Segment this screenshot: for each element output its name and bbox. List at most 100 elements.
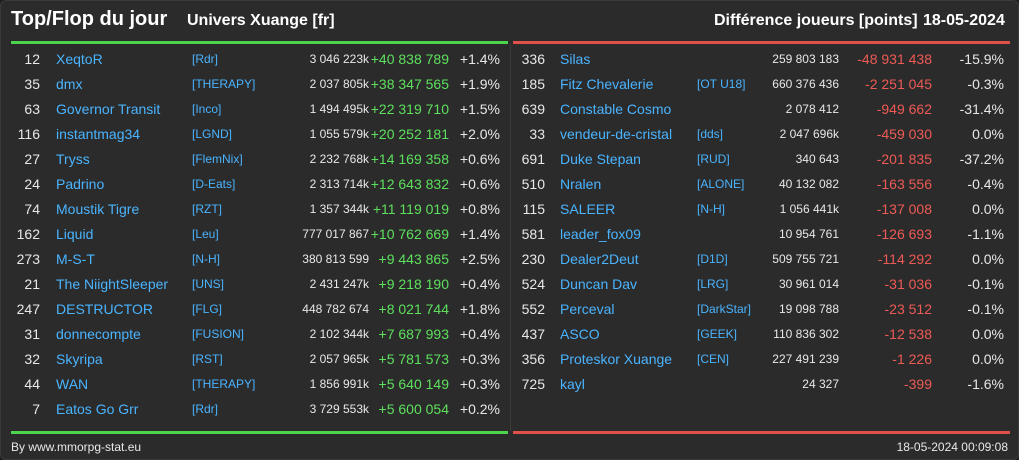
percent-change: -37.2%	[959, 151, 1004, 167]
player-rank: 230	[521, 251, 545, 267]
player-name-link[interactable]: Moustik Tigre	[56, 201, 140, 217]
guild-tag-link[interactable]: [FlemNix]	[192, 152, 243, 166]
guild-tag-link[interactable]: [D1D]	[697, 252, 728, 266]
guild-tag-link[interactable]: [Rdr]	[192, 402, 219, 416]
guild-tag-link[interactable]: [D-Eats]	[192, 177, 236, 191]
player-name-link[interactable]: Fitz Chevalerie	[560, 76, 654, 92]
player-name-link[interactable]: XeqtoR	[56, 51, 103, 67]
percent-change: 0.0%	[972, 326, 1004, 342]
guild-tag-link[interactable]: [ALONE]	[697, 177, 745, 191]
player-name-link[interactable]: Nralen	[560, 176, 602, 192]
player-rank: 691	[521, 151, 545, 167]
points-difference: -1 226	[892, 351, 932, 367]
guild-tag-link[interactable]: [FUSION]	[192, 327, 245, 341]
table-row: 691 Duke Stepan [RUD] 340 643 -201 835 -37.2%	[512, 147, 1019, 172]
player-rank: 437	[521, 326, 545, 342]
player-name-link[interactable]: Governor Transit	[56, 101, 161, 117]
guild-tag-link[interactable]: [GEEK]	[697, 327, 738, 341]
percent-change: -1.1%	[967, 226, 1004, 242]
player-name-link[interactable]: WAN	[56, 376, 89, 392]
points-difference: +7 687 993	[378, 326, 449, 342]
percent-change: +2.5%	[459, 251, 500, 267]
guild-tag-link[interactable]: [dds]	[697, 127, 724, 141]
player-name-link[interactable]: kayl	[560, 376, 585, 392]
player-rank: 162	[16, 226, 40, 242]
player-name-link[interactable]: Eatos Go Grr	[56, 401, 139, 417]
player-rank: 31	[24, 326, 40, 342]
percent-change: -0.4%	[967, 176, 1004, 192]
guild-tag-link[interactable]: [THERAPY]	[192, 77, 256, 91]
percent-change: -0.1%	[967, 301, 1004, 317]
player-rank: 115	[522, 201, 545, 217]
table-row: 116 instantmag34 [LGND] 1 055 579k +20 252 1…	[1, 122, 510, 147]
player-rank: 581	[521, 226, 545, 242]
player-name-link[interactable]: dmx	[56, 76, 83, 92]
guild-tag-link[interactable]: [LRG]	[697, 277, 729, 291]
guild-tag-link[interactable]: [Rdr]	[192, 52, 219, 66]
player-name-link[interactable]: vendeur-de-cristal	[560, 126, 673, 142]
player-name-link[interactable]: Perceval	[560, 301, 615, 317]
player-name-link[interactable]: Duke Stepan	[560, 151, 641, 167]
player-name-link[interactable]: donnecompte	[56, 326, 141, 342]
table-row: 247 DESTRUCTOR [FLG] 448 782 674 +8 021 744 +…	[1, 297, 510, 322]
guild-tag-link[interactable]: [N-H]	[192, 252, 220, 266]
player-name-link[interactable]: Dealer2Deut	[560, 251, 639, 267]
player-name-link[interactable]: Duncan Dav	[560, 276, 638, 292]
table-row: 552 Perceval [DarkStar] 19 098 788 -23 512 -0…	[512, 297, 1019, 322]
player-points: 10 954 761	[778, 227, 839, 241]
player-points: 2 102 344k	[309, 327, 369, 341]
page-title: Top/Flop du jour	[11, 8, 168, 30]
guild-tag-link[interactable]: [OT U18]	[697, 77, 746, 91]
flop-players-panel: 336 Silas 259 803 183 -48 931 438 -15.9% 185 F…	[512, 47, 1019, 427]
player-name-link[interactable]: Silas	[560, 51, 591, 67]
points-difference: -399	[903, 376, 932, 392]
player-name-link[interactable]: M-S-T	[56, 251, 95, 267]
player-points: 777 017 867	[302, 227, 369, 241]
player-rank: 552	[521, 301, 545, 317]
guild-tag-link[interactable]: [CEN]	[697, 352, 730, 366]
player-name-link[interactable]: Skyripa	[56, 351, 103, 367]
guild-tag-link[interactable]: [RUD]	[697, 152, 730, 166]
guild-tag-link[interactable]: [RST]	[192, 352, 223, 366]
footer-credit: By www.mmorpg-stat.eu	[11, 440, 142, 454]
player-name-link[interactable]: Proteskor Xuange	[560, 351, 673, 367]
player-name-link[interactable]: Constable Cosmo	[560, 101, 672, 117]
player-rank: 63	[24, 101, 40, 117]
panel-divider	[510, 44, 511, 431]
player-points: 2 313 714k	[309, 177, 369, 191]
points-difference: +10 762 669	[370, 226, 449, 242]
player-rank: 639	[521, 101, 545, 117]
player-name-link[interactable]: DESTRUCTOR	[56, 301, 153, 317]
guild-tag-link[interactable]: [LGND]	[192, 127, 233, 141]
player-name-link[interactable]: leader_fox09	[560, 226, 641, 242]
guild-tag-link[interactable]: [UNS]	[192, 277, 225, 291]
guild-tag-link[interactable]: [THERAPY]	[192, 377, 256, 391]
player-name-link[interactable]: SALEER	[560, 201, 616, 217]
player-rank: 24	[24, 176, 40, 192]
player-name-link[interactable]: ASCO	[560, 326, 600, 342]
percent-change: 0.0%	[972, 251, 1004, 267]
table-row: 74 Moustik Tigre [RZT] 1 357 344k +11 119 01…	[1, 197, 510, 222]
guild-tag-link[interactable]: [FLG]	[192, 302, 223, 316]
points-difference: -949 662	[876, 101, 932, 117]
player-rank: 524	[521, 276, 545, 292]
player-name-link[interactable]: Padrino	[56, 176, 105, 192]
player-points: 1 056 441k	[779, 202, 839, 216]
player-rank: 247	[16, 301, 40, 317]
player-points: 660 376 436	[772, 77, 839, 91]
player-name-link[interactable]: instantmag34	[56, 126, 141, 142]
guild-tag-link[interactable]: [N-H]	[697, 202, 725, 216]
table-row: 35 dmx [THERAPY] 2 037 805k +38 347 565 +1.9%	[1, 72, 510, 97]
player-name-link[interactable]: The NiightSleeper	[56, 276, 169, 292]
player-name-link[interactable]: Tryss	[56, 151, 90, 167]
table-row: 44 WAN [THERAPY] 1 856 991k +5 640 149 +0.3%	[1, 372, 510, 397]
guild-tag-link[interactable]: [Inco]	[192, 102, 222, 116]
player-points: 2 431 247k	[309, 277, 369, 291]
player-points: 110 836 302	[773, 327, 839, 341]
player-name-link[interactable]: Liquid	[56, 226, 94, 242]
guild-tag-link[interactable]: [DarkStar]	[697, 302, 752, 316]
guild-tag-link[interactable]: [Leu]	[192, 227, 219, 241]
player-points: 19 098 788	[778, 302, 839, 316]
guild-tag-link[interactable]: [RZT]	[192, 202, 222, 216]
